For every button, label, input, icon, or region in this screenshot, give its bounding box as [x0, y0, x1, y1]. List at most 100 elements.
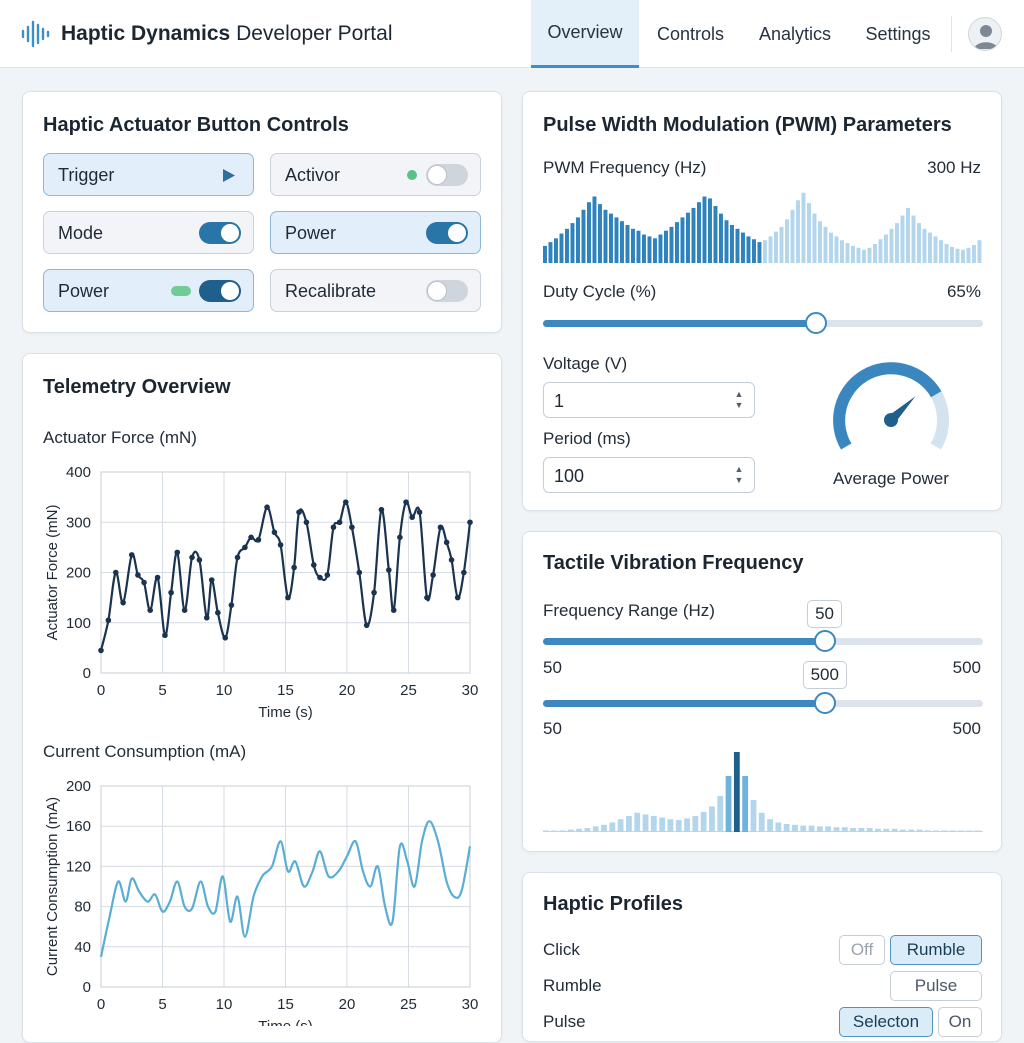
power-secondary-toggle[interactable] [199, 280, 241, 302]
pwm-bar [570, 223, 575, 263]
frequency-min-thumb[interactable] [813, 630, 836, 652]
pwm-bar [774, 231, 778, 263]
pwm-bar [900, 215, 905, 263]
pulse-selection-button[interactable]: Selecton [839, 1007, 933, 1037]
data-point [154, 574, 161, 581]
data-point [390, 607, 397, 613]
distribution-bar [949, 830, 956, 832]
distribution-bar [750, 800, 757, 832]
distribution-bar [775, 822, 782, 832]
data-point [330, 524, 337, 531]
rumble-pulse-button[interactable]: Pulse [890, 971, 982, 1001]
distribution-bar [609, 822, 616, 832]
frequency-max-thumb[interactable] [813, 692, 836, 714]
distribution-bar [709, 806, 715, 832]
spinner-icon[interactable]: ▲ ▼ [734, 464, 744, 485]
current-chart: 0 5 10 15 20 25 30 40 80 120 160 200 0 Time (s) Curren… [44, 778, 479, 1026]
pwm-bar [713, 206, 718, 263]
frequency-min-slider[interactable] [543, 630, 983, 652]
power-toggle[interactable] [426, 222, 468, 244]
distribution-bar [866, 828, 873, 832]
activor-toggle[interactable] [426, 164, 468, 186]
distribution-bar [692, 816, 699, 832]
pulse-on-button[interactable]: On [938, 1007, 982, 1037]
y-tick-label: 200 [66, 778, 91, 795]
pwm-bar [911, 215, 916, 263]
pwm-bar [686, 212, 690, 263]
pwm-bar [917, 223, 921, 263]
distribution-bar [958, 830, 964, 832]
tab-controls[interactable]: Controls [656, 23, 725, 44]
profiles-card: Haptic Profiles Click Off Rumble Rumble … [522, 872, 1002, 1042]
data-point [248, 534, 254, 541]
recalibrate-toggle[interactable] [426, 280, 468, 302]
distribution-bar [883, 828, 890, 832]
recalibrate-button[interactable]: Recalibrate [270, 269, 481, 312]
voltage-input[interactable]: 1 ▲ ▼ [543, 382, 755, 418]
power-secondary-label: Power [58, 281, 110, 301]
tab-analytics[interactable]: Analytics [758, 23, 832, 44]
frequency-max-slider[interactable] [543, 692, 983, 714]
pwm-bar [675, 222, 679, 263]
y-tick-label: 200 [66, 565, 91, 582]
distribution-bar [559, 830, 566, 832]
data-point [416, 509, 423, 515]
data-point [181, 607, 188, 613]
x-tick-label: 5 [158, 996, 166, 1013]
distribution-bar [717, 796, 724, 832]
distribution-bar [551, 830, 558, 832]
data-point [363, 622, 370, 629]
pwm-bar [895, 223, 899, 263]
pwm-title: Pulse Width Modulation (PWM) Parameters [543, 114, 952, 136]
nav-divider [951, 16, 952, 52]
duty-cycle-thumb[interactable] [804, 312, 827, 334]
data-point [443, 539, 450, 546]
distribution-bar [908, 829, 915, 832]
average-power-gauge-icon [833, 362, 949, 450]
x-tick-label: 30 [462, 996, 479, 1013]
distribution-bar [684, 818, 690, 832]
data-point [371, 589, 377, 596]
data-point [196, 557, 203, 563]
data-point [141, 579, 147, 586]
activor-label: Activor [285, 165, 341, 185]
duty-cycle-value: 65% [946, 282, 981, 301]
trigger-button[interactable]: Trigger [43, 153, 254, 196]
pwm-bar [851, 245, 855, 263]
distribution-bar [916, 829, 923, 832]
pwm-bar [906, 207, 910, 263]
plot-frame [100, 471, 471, 674]
click-rumble-button[interactable]: Rumble [890, 935, 982, 965]
data-point [403, 499, 409, 505]
pwm-bar [587, 202, 591, 263]
x-tick-label: 5 [158, 682, 166, 699]
data-point [168, 589, 174, 596]
y-tick-label: 400 [66, 464, 91, 481]
distribution-bar [966, 830, 973, 832]
spinner-icon[interactable]: ▲ ▼ [734, 389, 744, 410]
duty-cycle-slider[interactable] [543, 312, 983, 334]
mode-button[interactable]: Mode [43, 211, 254, 254]
mode-toggle[interactable] [199, 222, 241, 244]
power-secondary-button[interactable]: Power [43, 269, 254, 312]
pwm-bar [807, 203, 811, 263]
pwm-bar [554, 238, 558, 263]
data-point [454, 594, 461, 601]
data-point [203, 614, 210, 621]
gauge-fill [833, 362, 942, 450]
period-input[interactable]: 100 ▲ ▼ [543, 457, 755, 493]
tab-overview[interactable]: Overview [531, 0, 639, 68]
pwm-bar [977, 240, 982, 263]
user-avatar-icon[interactable] [968, 17, 1002, 51]
pwm-frequency-value: 300 Hz [927, 158, 981, 177]
pwm-bar [631, 228, 635, 263]
data-point [98, 647, 104, 654]
series-line [99, 820, 472, 958]
tab-settings[interactable]: Settings [865, 23, 931, 44]
power-button[interactable]: Power [270, 211, 481, 254]
activor-button[interactable]: Activor [270, 153, 481, 196]
mode-label: Mode [58, 223, 104, 243]
average-power-label: Average Power [833, 469, 949, 488]
click-off-button[interactable]: Off [839, 935, 885, 965]
distribution-bar [816, 826, 823, 832]
